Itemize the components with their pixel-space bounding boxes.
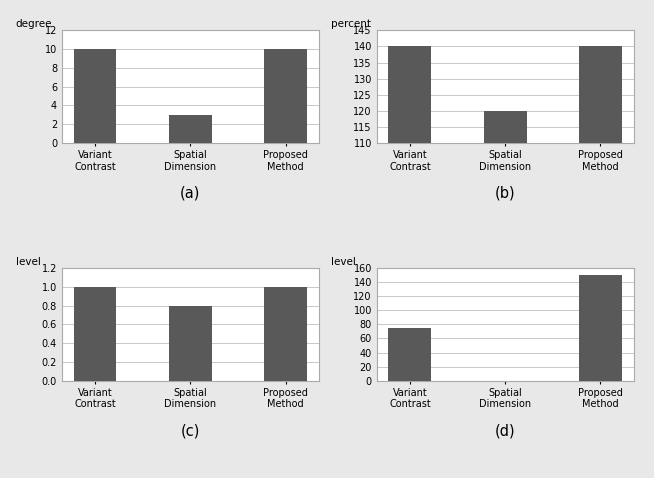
Bar <box>484 111 526 478</box>
Title: (b): (b) <box>495 186 515 201</box>
Bar <box>579 46 622 478</box>
Title: (c): (c) <box>181 424 200 439</box>
Text: level: level <box>16 257 41 267</box>
Bar <box>264 49 307 143</box>
Text: level: level <box>330 257 356 267</box>
Bar <box>73 49 116 143</box>
Bar <box>73 287 116 381</box>
Bar <box>579 275 622 381</box>
Bar <box>388 328 432 381</box>
Title: (a): (a) <box>180 186 201 201</box>
Title: (d): (d) <box>495 424 515 439</box>
Bar <box>388 46 432 478</box>
Bar <box>169 115 212 143</box>
Text: degree: degree <box>16 19 52 29</box>
Text: percent: percent <box>330 19 371 29</box>
Bar <box>264 287 307 381</box>
Bar <box>169 305 212 381</box>
